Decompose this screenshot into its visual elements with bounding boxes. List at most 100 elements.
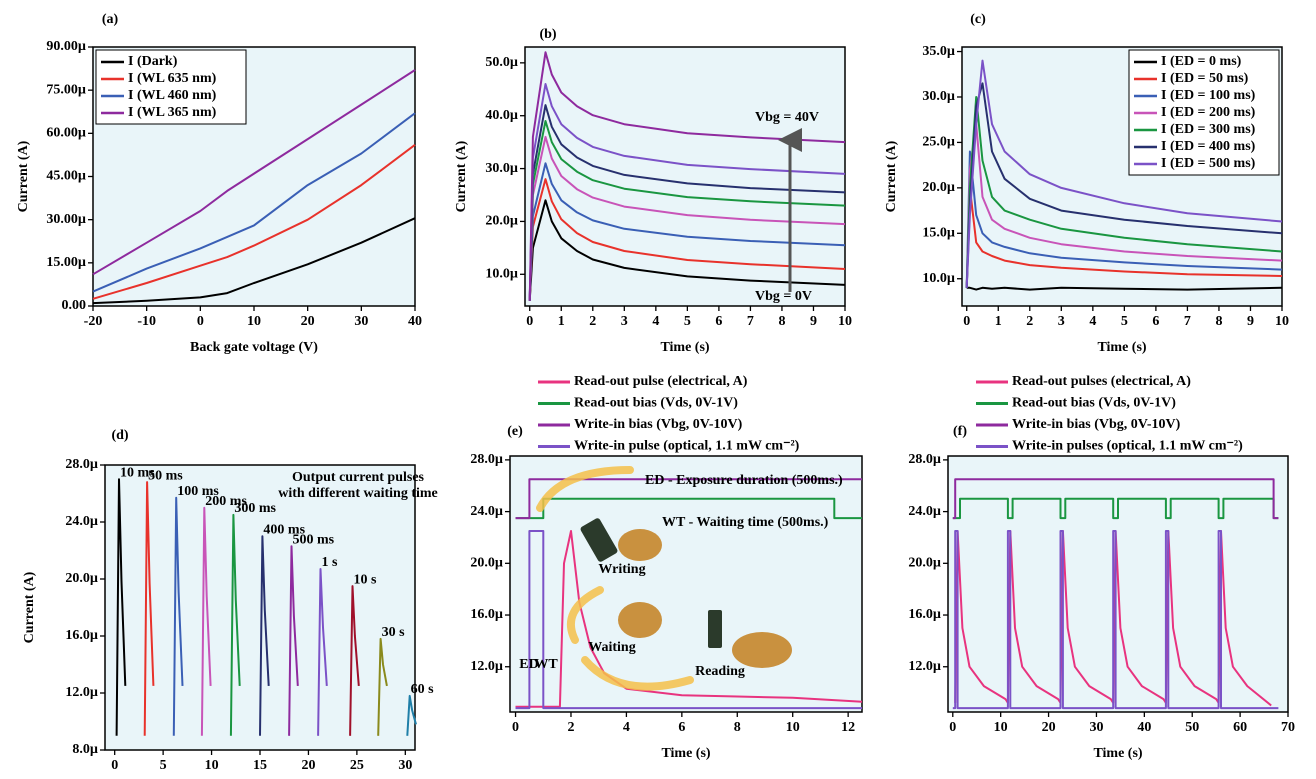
x-tick-label: 70 xyxy=(1281,720,1295,735)
annotation: Reading xyxy=(695,664,745,679)
legend-label: I (ED = 500 ms) xyxy=(1161,156,1256,171)
x-tick-label: 1 xyxy=(995,314,1002,329)
series-label: 10 ms xyxy=(120,465,155,480)
series-line xyxy=(229,513,241,736)
legend-label: Write-in bias (Vbg, 0V-10V) xyxy=(574,417,743,432)
annotation: ED - Exposure duration (500ms.) xyxy=(645,473,843,488)
x-tick-label: 2 xyxy=(589,314,596,329)
series-line xyxy=(288,545,299,736)
series-line xyxy=(515,497,862,520)
legend-label: Write-in pulse (optical, 1.1 mW cm⁻²) xyxy=(574,439,800,454)
panel: (a) 0.00 15.00µ 30.00µ 45.00µ 60.00µ 75.00µ 90.… xyxy=(16,12,422,355)
y-tick-label: 20.0µ xyxy=(470,556,503,571)
x-tick-label: 50 xyxy=(1185,720,1199,735)
series-label: 10 s xyxy=(354,572,378,587)
x-tick-label: 30 xyxy=(1089,720,1103,735)
legend-label: I (WL 365 nm) xyxy=(128,105,217,120)
y-tick-label: 50.0µ xyxy=(485,55,518,70)
x-tick-label: 40 xyxy=(408,314,422,329)
legend-label: Read-out pulses (electrical, A) xyxy=(1012,374,1191,389)
decoration xyxy=(708,610,722,648)
x-tick-label: 2 xyxy=(567,720,574,735)
y-tick-label: 12.0µ xyxy=(65,685,98,700)
x-tick-label: 9 xyxy=(810,314,817,329)
x-tick-label: 5 xyxy=(160,758,167,773)
x-tick-label: 3 xyxy=(1058,314,1065,329)
annotation: WT - Waiting time (500ms.) xyxy=(662,515,829,530)
series-line xyxy=(528,104,846,301)
x-axis-label: Time (s) xyxy=(660,340,709,355)
x-tick-label: 25 xyxy=(350,758,364,773)
series-line xyxy=(515,478,862,520)
x-tick-label: 12 xyxy=(841,720,855,735)
x-tick-label: 4 xyxy=(623,720,630,735)
legend-label: Read-out bias (Vds, 0V-1V) xyxy=(1012,396,1176,411)
y-tick-label: 10.0µ xyxy=(485,267,518,282)
panel-title: (f) xyxy=(953,424,967,439)
series-line xyxy=(259,535,270,736)
x-tick-label: 0 xyxy=(512,720,519,735)
annotation: with different waiting time xyxy=(278,486,438,501)
legend-label: Write-in pulses (optical, 1.1 mW cm⁻²) xyxy=(1012,439,1243,454)
y-axis-label: Current (A) xyxy=(22,571,37,643)
series-line xyxy=(92,217,416,305)
x-tick-label: 10 xyxy=(838,314,852,329)
x-tick-label: 20 xyxy=(1042,720,1056,735)
plot-area xyxy=(524,46,846,307)
series-label: 1 s xyxy=(322,555,339,570)
decoration xyxy=(618,529,662,561)
series-line xyxy=(965,59,1283,288)
legend-label: Read-out bias (Vds, 0V-1V) xyxy=(574,396,738,411)
y-tick-label: 28.0µ xyxy=(65,457,98,472)
x-tick-label: 6 xyxy=(715,314,722,329)
series-line xyxy=(92,112,416,293)
series-label: 30 s xyxy=(382,625,406,640)
series-line xyxy=(965,82,1283,288)
legend-label: Read-out pulse (electrical, A) xyxy=(574,374,748,389)
x-tick-label: 10 xyxy=(994,720,1008,735)
y-tick-label: 24.0µ xyxy=(908,504,941,519)
series-line xyxy=(952,497,1279,520)
x-tick-label: 4 xyxy=(1089,314,1096,329)
series-line xyxy=(172,496,184,736)
panel: (c) 10.0µ 15.0µ 20.0µ 25.0µ 30.0µ 35.0µ 0 1 2 3 4 5 6… xyxy=(884,12,1289,355)
series-line xyxy=(115,478,127,736)
y-tick-label: 28.0µ xyxy=(908,452,941,467)
annotation: Writing xyxy=(598,562,645,577)
legend-label: I (Dark) xyxy=(128,54,178,69)
y-tick-label: 15.0µ xyxy=(922,226,955,241)
x-tick-label: 15 xyxy=(253,758,267,773)
series-label: 100 ms xyxy=(177,484,219,499)
x-tick-label: 0 xyxy=(963,314,970,329)
y-tick-label: 12.0µ xyxy=(908,659,941,674)
panel: (e) 12.0µ 16.0µ 20.0µ 24.0µ 28.0µ 0 2 4 6 8 10 12 Tim… xyxy=(470,374,863,761)
series-line xyxy=(528,83,846,301)
series-line xyxy=(528,120,846,301)
series-line xyxy=(515,530,863,708)
x-tick-label: 20 xyxy=(301,758,315,773)
y-tick-label: 0.00 xyxy=(62,298,87,313)
series-line xyxy=(528,178,846,301)
x-tick-label: 10 xyxy=(786,720,800,735)
x-tick-label: 6 xyxy=(678,720,685,735)
x-axis-label: Time (s) xyxy=(1093,746,1142,761)
x-tick-label: 10 xyxy=(247,314,261,329)
panel-title: (e) xyxy=(507,424,523,439)
x-tick-label: 40 xyxy=(1137,720,1151,735)
y-tick-label: 24.0µ xyxy=(470,504,503,519)
x-tick-label: 6 xyxy=(1152,314,1159,329)
series-line xyxy=(515,530,862,710)
series-line xyxy=(92,144,416,300)
decoration xyxy=(580,518,618,562)
legend-box xyxy=(95,49,247,125)
x-tick-label: 30 xyxy=(398,758,412,773)
legend-label: I (WL 460 nm) xyxy=(128,88,217,103)
panel-title: (c) xyxy=(970,12,986,27)
x-tick-label: 0 xyxy=(111,758,118,773)
y-tick-label: 15.00µ xyxy=(46,255,86,270)
y-axis-label: Current (A) xyxy=(454,140,469,212)
panel-title: (a) xyxy=(102,12,119,27)
x-tick-label: 8 xyxy=(734,720,741,735)
series-label: 60 s xyxy=(411,682,435,697)
